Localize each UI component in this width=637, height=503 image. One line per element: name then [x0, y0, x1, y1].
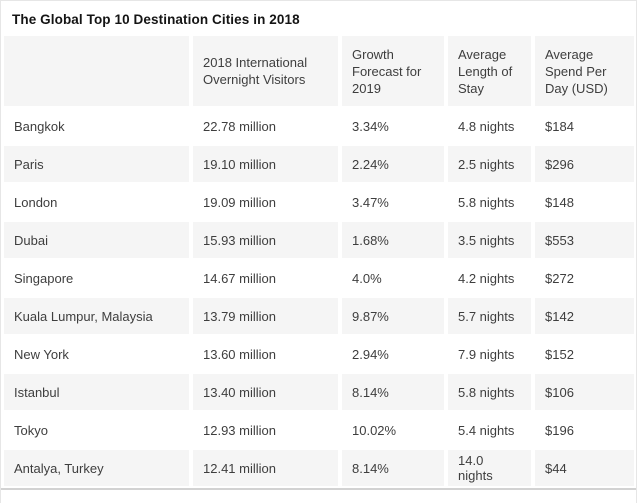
cell-spend: $196	[535, 412, 634, 450]
cell-visitors: 19.10 million	[193, 146, 342, 184]
table-row: Singapore 14.67 million 4.0% 4.2 nights …	[4, 260, 634, 298]
cell-growth: 1.68%	[342, 222, 448, 260]
cell-city: New York	[4, 336, 193, 374]
cell-spend: $152	[535, 336, 634, 374]
cell-city: Antalya, Turkey	[4, 450, 193, 488]
cell-growth: 3.34%	[342, 108, 448, 146]
cell-city: Dubai	[4, 222, 193, 260]
cell-stay: 14.0 nights	[448, 450, 535, 488]
cell-spend: $272	[535, 260, 634, 298]
table-row: Antalya, Turkey 12.41 million 8.14% 14.0…	[4, 450, 634, 488]
header-visitors: 2018 International Overnight Visitors	[193, 36, 342, 108]
cell-visitors: 15.93 million	[193, 222, 342, 260]
cell-stay: 5.8 nights	[448, 374, 535, 412]
cell-stay: 4.2 nights	[448, 260, 535, 298]
cell-growth: 2.94%	[342, 336, 448, 374]
cell-growth: 2.24%	[342, 146, 448, 184]
table-bottom-border	[1, 488, 636, 490]
cell-growth: 10.02%	[342, 412, 448, 450]
cell-city: Bangkok	[4, 108, 193, 146]
table-row: Kuala Lumpur, Malaysia 13.79 million 9.8…	[4, 298, 634, 336]
table-row: London 19.09 million 3.47% 5.8 nights $1…	[4, 184, 634, 222]
table-title: The Global Top 10 Destination Cities in …	[12, 12, 300, 27]
table-row: Dubai 15.93 million 1.68% 3.5 nights $55…	[4, 222, 634, 260]
cell-growth: 4.0%	[342, 260, 448, 298]
cell-spend: $44	[535, 450, 634, 488]
cell-visitors: 12.41 million	[193, 450, 342, 488]
table-row: Tokyo 12.93 million 10.02% 5.4 nights $1…	[4, 412, 634, 450]
cell-spend: $142	[535, 298, 634, 336]
cell-city: Kuala Lumpur, Malaysia	[4, 298, 193, 336]
cell-visitors: 22.78 million	[193, 108, 342, 146]
cell-city: Singapore	[4, 260, 193, 298]
cell-growth: 9.87%	[342, 298, 448, 336]
cell-city: Istanbul	[4, 374, 193, 412]
cell-stay: 7.9 nights	[448, 336, 535, 374]
table-row: Bangkok 22.78 million 3.34% 4.8 nights $…	[4, 108, 634, 146]
table-row: Paris 19.10 million 2.24% 2.5 nights $29…	[4, 146, 634, 184]
cell-growth: 3.47%	[342, 184, 448, 222]
cell-spend: $184	[535, 108, 634, 146]
cell-growth: 8.14%	[342, 374, 448, 412]
cell-city: London	[4, 184, 193, 222]
cell-visitors: 13.79 million	[193, 298, 342, 336]
destination-cities-table: 2018 International Overnight Visitors Gr…	[4, 36, 634, 488]
cell-stay: 5.7 nights	[448, 298, 535, 336]
cell-stay: 5.8 nights	[448, 184, 535, 222]
cell-stay: 2.5 nights	[448, 146, 535, 184]
table-row: New York 13.60 million 2.94% 7.9 nights …	[4, 336, 634, 374]
cell-spend: $148	[535, 184, 634, 222]
cell-stay: 4.8 nights	[448, 108, 535, 146]
cell-visitors: 13.60 million	[193, 336, 342, 374]
header-city	[4, 36, 193, 108]
cell-visitors: 19.09 million	[193, 184, 342, 222]
cell-spend: $553	[535, 222, 634, 260]
cell-city: Paris	[4, 146, 193, 184]
header-stay: Average Length of Stay	[448, 36, 535, 108]
cell-growth: 8.14%	[342, 450, 448, 488]
cell-city: Tokyo	[4, 412, 193, 450]
cell-stay: 3.5 nights	[448, 222, 535, 260]
cell-stay: 5.4 nights	[448, 412, 535, 450]
header-spend: Average Spend Per Day (USD)	[535, 36, 634, 108]
cell-visitors: 12.93 million	[193, 412, 342, 450]
cell-visitors: 14.67 million	[193, 260, 342, 298]
cell-visitors: 13.40 million	[193, 374, 342, 412]
cell-spend: $296	[535, 146, 634, 184]
header-growth: Growth Forecast for 2019	[342, 36, 448, 108]
table-row: Istanbul 13.40 million 8.14% 5.8 nights …	[4, 374, 634, 412]
header-row: 2018 International Overnight Visitors Gr…	[4, 36, 634, 108]
cell-spend: $106	[535, 374, 634, 412]
